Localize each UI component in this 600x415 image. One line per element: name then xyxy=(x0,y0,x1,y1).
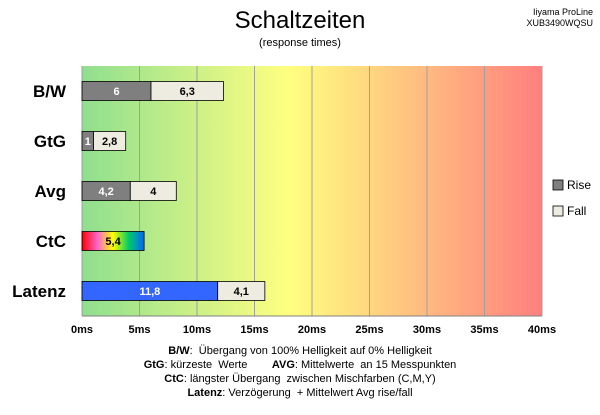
note-line: GtG: kürzeste Werte AVG: Mittelwerte an … xyxy=(0,358,600,372)
category-label: CtC xyxy=(36,232,66,251)
bar-rise-label: 1 xyxy=(85,136,91,148)
note-line: B/W: Übergang von 100% Helligkeit auf 0%… xyxy=(0,344,600,358)
bar-fall-label: 4,1 xyxy=(234,286,249,298)
x-tick-label: 35ms xyxy=(470,324,498,336)
x-tick-label: 20ms xyxy=(298,324,326,336)
bar-rise-label: 11,8 xyxy=(139,286,160,298)
legend-fall-swatch xyxy=(552,205,564,217)
bar-rise-label: 6 xyxy=(113,86,119,98)
category-label: Avg xyxy=(35,182,67,201)
x-tick-label: 15ms xyxy=(240,324,268,336)
grid-lines xyxy=(81,66,543,317)
legend: Rise Fall xyxy=(552,178,591,218)
bars xyxy=(81,81,266,301)
category-label: B/W xyxy=(33,82,67,101)
bar-fall xyxy=(217,281,266,301)
legend-rise-label: Rise xyxy=(567,178,591,192)
bar-fall-label: 4 xyxy=(150,186,157,198)
bar-rise xyxy=(81,231,145,251)
labels: 0ms 5ms 10ms 15ms 20ms 25ms 30ms 35ms 40ms B/W 6 6,… xyxy=(12,82,556,336)
monitor-model-brand: Iiyama ProLine xyxy=(533,7,593,17)
note-text: : Übergang von 100% Helligkeit auf 0% He… xyxy=(189,345,432,357)
x-tick-label: 40ms xyxy=(528,324,556,336)
bar-fall xyxy=(93,131,127,151)
bar-fall xyxy=(150,81,224,101)
chart-subtitle: (response times) xyxy=(259,37,341,49)
note-term: B/W xyxy=(168,345,190,357)
category-label: Latenz xyxy=(12,282,66,301)
x-tick-label: 30ms xyxy=(413,324,441,336)
note-term: CtC xyxy=(164,373,184,385)
note-term: AVG xyxy=(271,359,295,371)
monitor-model-number: XUB3490WQSU xyxy=(526,18,593,28)
note-text: : längster Übergang zwischen Mischfarben… xyxy=(183,373,436,385)
x-tick-label: 25ms xyxy=(355,324,383,336)
note-term: GtG xyxy=(143,359,165,371)
bar-fall-label: 6,3 xyxy=(180,86,195,98)
note-text: : Mittelwerte an 15 Messpunkten xyxy=(294,359,457,371)
note-line: CtC: längster Übergang zwischen Mischfar… xyxy=(0,372,600,386)
note-term: Latenz xyxy=(187,387,223,399)
chart-title: Schaltzeiten xyxy=(235,7,366,34)
legend-fall-label: Fall xyxy=(567,204,586,218)
x-tick-label: 5ms xyxy=(128,324,150,336)
bar-rise-label: 4,2 xyxy=(99,186,114,198)
legend-rise-swatch xyxy=(552,179,564,191)
note-text: : kürzeste Werte xyxy=(164,359,272,371)
bar-fall xyxy=(129,181,177,201)
note-text: : Verzögerung + Mittelwert Avg rise/fall xyxy=(222,387,413,399)
bar-fall-label: 2,8 xyxy=(102,136,117,148)
x-tick-label: 0ms xyxy=(71,324,93,336)
category-label: GtG xyxy=(34,132,66,151)
bar-rise-label: 5,4 xyxy=(105,236,121,248)
x-tick-label: 10ms xyxy=(183,324,211,336)
note-line: Latenz: Verzögerung + Mittelwert Avg ris… xyxy=(0,386,600,400)
